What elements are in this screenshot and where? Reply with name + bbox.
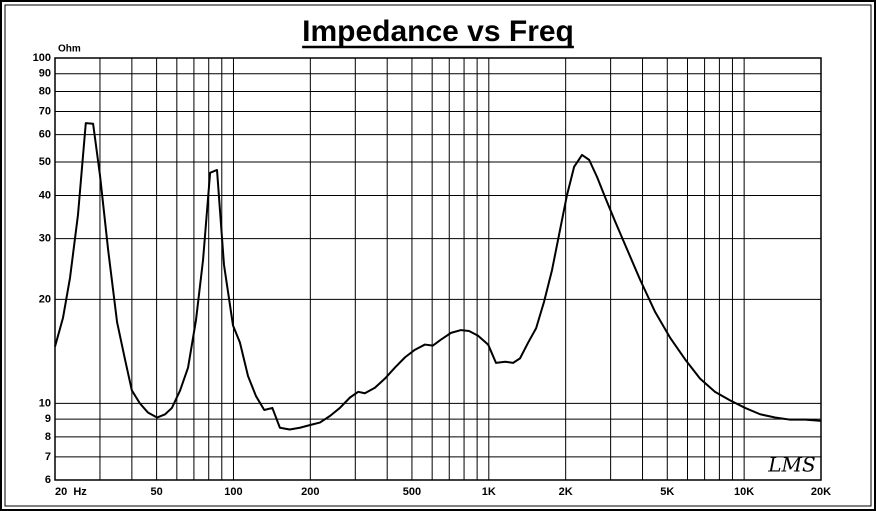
chart-title: Impedance vs Freq xyxy=(302,15,574,48)
y-tick-label: 60 xyxy=(39,129,51,141)
y-tick-label: 10 xyxy=(39,397,51,409)
y-tick-label: 6 xyxy=(45,474,51,486)
y-tick-label: 40 xyxy=(39,189,51,201)
watermark: LMS xyxy=(767,453,815,477)
x-tick-label: 20K xyxy=(811,486,831,498)
y-tick-label: 8 xyxy=(45,431,51,443)
x-tick-label: 5K xyxy=(660,486,674,498)
y-tick-label: 30 xyxy=(39,232,51,244)
x-tick-label: 100 xyxy=(224,486,242,498)
x-tick-label: 50 xyxy=(150,486,162,498)
impedance-curve xyxy=(54,122,822,431)
y-tick-label: 80 xyxy=(39,85,51,97)
y-tick-label: 100 xyxy=(33,52,51,64)
plot-area xyxy=(54,57,822,481)
x-tick-label: 1K xyxy=(482,486,496,498)
y-axis-label: Ohm xyxy=(58,44,81,55)
y-tick-label: 70 xyxy=(39,105,51,117)
inner-frame xyxy=(4,4,872,507)
x-tick-label: 20 Hz xyxy=(55,486,87,498)
x-tick-label: 2K xyxy=(559,486,573,498)
y-tick-label: 50 xyxy=(39,156,51,168)
x-tick-label: 500 xyxy=(403,486,421,498)
y-tick-label: 90 xyxy=(39,68,51,80)
y-tick-label: 9 xyxy=(45,413,51,425)
x-tick-label: 200 xyxy=(301,486,319,498)
y-tick-label: 7 xyxy=(45,451,51,463)
x-tick-label: 10K xyxy=(734,486,754,498)
y-tick-label: 20 xyxy=(39,293,51,305)
